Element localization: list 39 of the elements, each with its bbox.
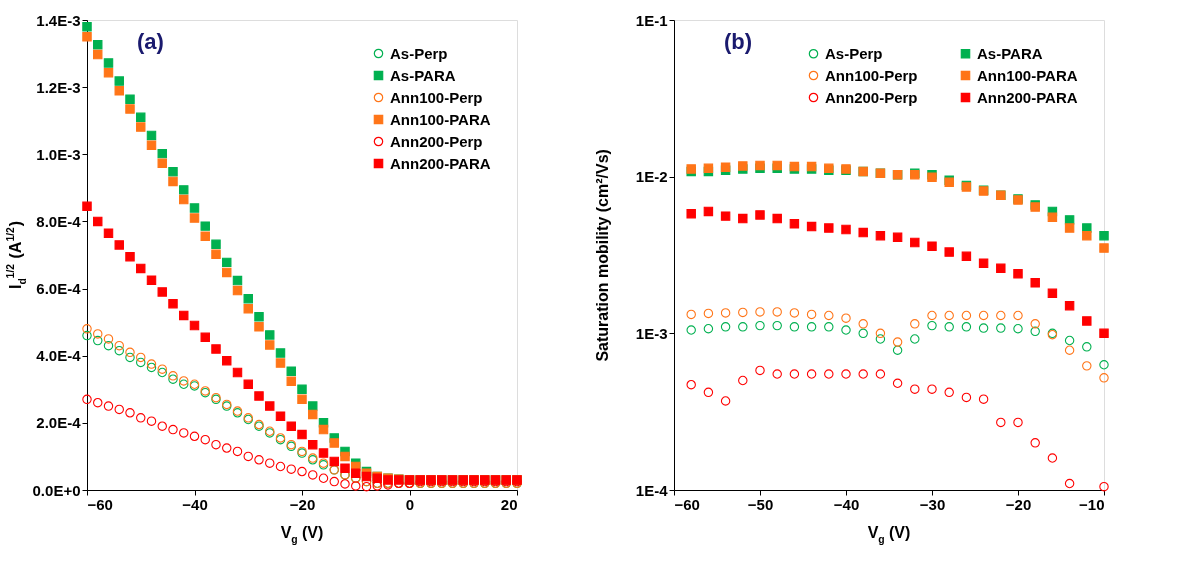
x-tick-label: −40 [833,495,860,513]
legend-label: As-Perp [825,44,883,62]
y-axis-title: Id1/2 (A1/2) [5,220,28,290]
y-tick-label: 6.0E-4 [36,280,82,298]
x-tick-label: −20 [289,495,316,513]
x-tick-label: 0 [405,495,415,513]
y-tick-label: 8.0E-4 [36,212,82,230]
x-tick-label: −60 [87,495,113,513]
x-tick-label: 20 [500,495,518,513]
y-axis-title: Saturation mobility (cm²/Vs) [594,149,611,362]
y-tick-label: 1.4E-3 [36,11,81,29]
y-tick-label: 1.2E-3 [36,78,81,96]
legend-label: As-PARA [977,44,1043,62]
annotation: (a) [137,29,164,54]
y-tick-label: 2.0E-4 [36,414,82,432]
x-tick-label: −30 [919,495,946,513]
annotation: (b) [724,29,753,54]
x-tick-label: −10 [1079,495,1105,513]
legend-label: Ann100-PARA [977,66,1078,84]
legend-label: Ann100-PARA [390,110,491,128]
x-tick-label: −40 [182,495,208,513]
y-tick-label: 1.0E-3 [36,145,81,163]
x-tick-label: −50 [747,495,774,513]
x-tick-label: −60 [674,495,700,513]
legend-label: Ann100-Perp [825,66,918,84]
legend-label: Ann200-Perp [825,88,918,106]
legend-label: Ann200-PARA [390,154,491,172]
x-tick-label: −20 [1005,495,1032,513]
legend-label: Ann100-Perp [390,88,483,106]
y-tick-label: 1E-3 [635,324,668,342]
y-tick-label: 1E-2 [635,168,668,186]
y-tick-label: 1E-1 [635,11,668,29]
legend-label: As-PARA [390,66,456,84]
y-tick-label: 4.0E-4 [36,347,82,365]
y-tick-label: 1E-4 [635,481,669,499]
legend-label: Ann200-Perp [390,132,483,150]
legend-label: Ann200-PARA [977,88,1078,106]
y-tick-label: 0.0E+0 [32,481,81,499]
legend-label: As-Perp [390,44,448,62]
